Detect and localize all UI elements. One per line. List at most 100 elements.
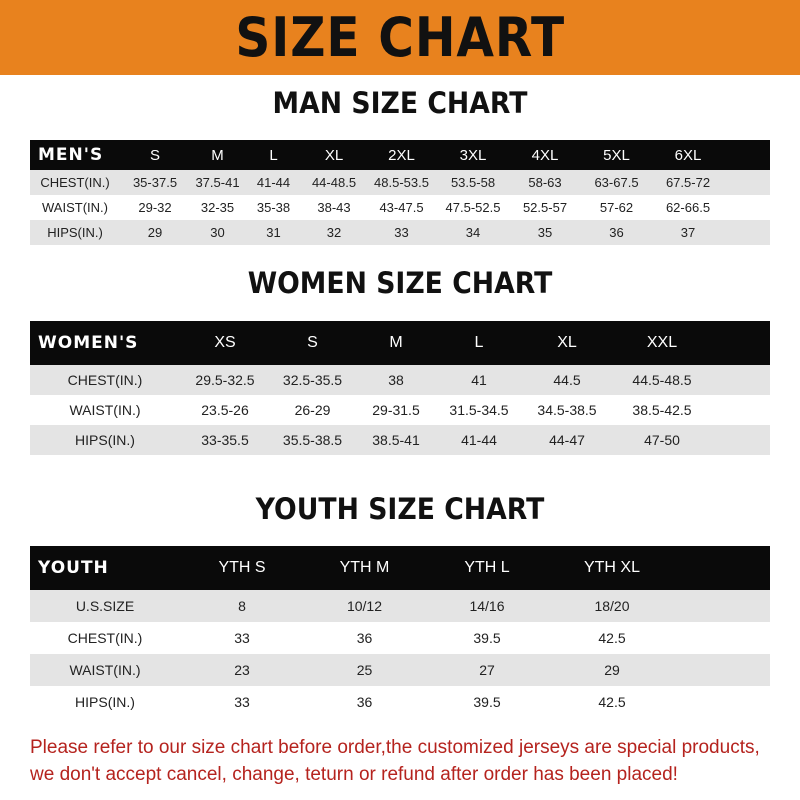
row-label: CHEST(IN.) <box>40 175 110 190</box>
measurement-cell: 44-47 <box>549 432 585 448</box>
measurement-cell: 32 <box>326 225 342 240</box>
measurement-cell: 38-43 <box>317 200 351 215</box>
measurement-cell: 35.5-38.5 <box>282 432 343 448</box>
measurement-cell: 42.5 <box>598 630 626 646</box>
order-note: Please refer to our size chart before or… <box>30 734 780 788</box>
size-chart-banner: SIZE CHART <box>0 0 800 75</box>
size-header-cell: 6XL <box>674 146 702 164</box>
measurement-cell: 18/20 <box>594 598 630 614</box>
measurement-cell: 27 <box>479 662 495 678</box>
measurement-cell: 44-48.5 <box>311 175 357 190</box>
order-note-line-2: we don't accept cancel, change, teturn o… <box>30 764 678 785</box>
measurement-cell: 32-35 <box>200 200 235 215</box>
measurement-cell: 53.5-58 <box>450 175 496 190</box>
measurement-cell: 30 <box>210 225 225 240</box>
measurement-cell: 47-50 <box>644 432 680 448</box>
measurement-cell: 31 <box>266 225 281 240</box>
measurement-cell: 33 <box>234 630 250 646</box>
measurement-cell: 63-67.5 <box>594 175 639 190</box>
measurement-cell: 23.5-26 <box>201 402 249 418</box>
table-row: WAIST(IN.) 23.5-26 26-29 29-31.5 31.5-34.5 34… <box>30 395 770 425</box>
size-header-cell: 3XL <box>459 146 487 164</box>
measurement-cell: 44.5 <box>553 372 581 388</box>
table-row: CHEST(IN.) 35-37.5 37.5-41 41-44 44-48.5 48.5… <box>30 170 770 195</box>
row-label: WAIST(IN.) <box>69 662 141 678</box>
measurement-cell: 33 <box>234 694 250 710</box>
women-size-table: WOMEN'S XS S M L XL XXL CHEST(IN.) 29.5-32.5 32.5… <box>30 321 770 455</box>
measurement-cell: 47.5-52.5 <box>445 200 501 215</box>
table-header-row: YOUTH YTH S YTH M YTH L YTH XL <box>30 546 770 590</box>
size-header-cell: M <box>211 146 224 164</box>
measurement-cell: 41-44 <box>461 432 497 448</box>
size-header-cell: XS <box>214 334 236 351</box>
order-note-line-1: Please refer to our size chart before or… <box>30 737 760 758</box>
measurement-cell: 29.5-32.5 <box>195 372 255 388</box>
measurement-cell: 33-35.5 <box>201 432 249 448</box>
size-header-cell: 2XL <box>388 146 415 164</box>
measurement-cell: 52.5-57 <box>522 200 568 215</box>
measurement-cell: 39.5 <box>473 630 501 646</box>
measurement-cell: 35-38 <box>256 200 291 215</box>
size-header-cell: S <box>149 146 160 164</box>
table-corner-label: WOMEN'S <box>38 333 139 353</box>
measurement-cell: 44.5-48.5 <box>632 372 692 388</box>
men-size-table: MEN'S S M L XL 2XL 3XL 4XL 5XL 6XL CHEST(IN.) 35-37… <box>30 140 770 245</box>
size-header-cell: YTH M <box>339 559 390 576</box>
size-header-cell: 5XL <box>603 146 630 164</box>
table-row: HIPS(IN.) 33 36 39.5 42.5 <box>30 686 770 718</box>
size-header-cell: XXL <box>646 334 678 351</box>
measurement-cell: 32.5-35.5 <box>282 372 343 388</box>
row-label: CHEST(IN.) <box>67 372 143 388</box>
row-label: CHEST(IN.) <box>67 630 143 646</box>
table-corner-label: YOUTH <box>38 558 109 578</box>
row-label: U.S.SIZE <box>75 598 135 614</box>
measurement-cell: 29 <box>604 662 620 678</box>
banner-title: SIZE CHART <box>235 6 565 69</box>
measurement-cell: 37.5-41 <box>195 175 240 190</box>
measurement-cell: 36 <box>356 630 373 646</box>
row-label: WAIST(IN.) <box>69 402 141 418</box>
table-header-row: WOMEN'S XS S M L XL XXL <box>30 321 770 365</box>
row-label: HIPS(IN.) <box>75 432 135 448</box>
size-header-cell: XL <box>557 334 577 351</box>
measurement-cell: 58-63 <box>528 175 562 190</box>
men-section-title: MAN SIZE CHART <box>272 86 528 120</box>
table-row: U.S.SIZE 8 10/12 14/16 18/20 <box>30 590 770 622</box>
table-header-row: MEN'S S M L XL 2XL 3XL 4XL 5XL 6XL <box>30 140 770 170</box>
measurement-cell: 33 <box>394 225 409 240</box>
measurement-cell: 39.5 <box>473 694 501 710</box>
size-header-cell: L <box>474 334 484 351</box>
measurement-cell: 42.5 <box>598 694 626 710</box>
measurement-cell: 23 <box>234 662 250 678</box>
table-row: WAIST(IN.) 29-32 32-35 35-38 38-43 43-47.5 47.… <box>30 195 770 220</box>
measurement-cell: 36 <box>609 225 624 240</box>
measurement-cell: 29-32 <box>138 200 172 215</box>
measurement-cell: 36 <box>356 694 373 710</box>
table-row: HIPS(IN.) 33-35.5 35.5-38.5 38.5-41 41-44 44-… <box>30 425 770 455</box>
row-label: HIPS(IN.) <box>75 694 135 710</box>
measurement-cell: 43-47.5 <box>379 200 424 215</box>
measurement-cell: 29 <box>147 225 163 240</box>
measurement-cell: 26-29 <box>294 402 331 418</box>
size-header-cell: S <box>307 334 318 351</box>
measurement-cell: 35-37.5 <box>132 175 178 190</box>
measurement-cell: 34.5-38.5 <box>537 402 597 418</box>
size-header-cell: 4XL <box>531 146 559 164</box>
measurement-cell: 37 <box>680 225 696 240</box>
measurement-cell: 62-66.5 <box>665 200 711 215</box>
size-header-cell: XL <box>324 146 344 164</box>
measurement-cell: 48.5-53.5 <box>374 175 429 190</box>
table-row: HIPS(IN.) 29 30 31 32 33 34 35 36 37 <box>30 220 770 245</box>
women-section-title: WOMEN SIZE CHART <box>247 266 553 300</box>
measurement-cell: 41-44 <box>256 175 291 190</box>
table-row: WAIST(IN.) 23 25 27 29 <box>30 654 770 686</box>
measurement-cell: 41 <box>471 372 487 388</box>
size-header-cell: YTH L <box>464 559 510 576</box>
measurement-cell: 10/12 <box>346 598 383 614</box>
measurement-cell: 67.5-72 <box>665 175 711 190</box>
size-header-cell: L <box>269 146 278 164</box>
measurement-cell: 31.5-34.5 <box>449 402 509 418</box>
measurement-cell: 57-62 <box>599 200 634 215</box>
size-header-cell: YTH XL <box>583 559 640 576</box>
measurement-cell: 14/16 <box>469 598 505 614</box>
